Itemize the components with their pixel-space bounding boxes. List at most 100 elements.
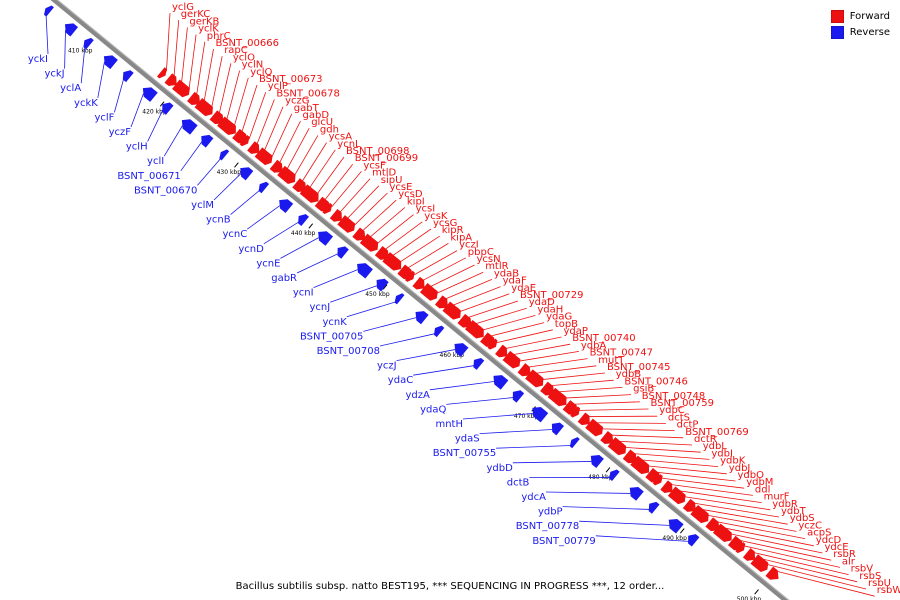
- forward-gene-arrow: [517, 363, 531, 377]
- forward-gene-label: yclP: [268, 81, 288, 92]
- reverse-gene-arrow: [162, 102, 174, 115]
- forward-gene-label: ycnL: [337, 139, 361, 150]
- reverse-gene-arrow: [569, 437, 580, 449]
- forward-gene-label: dctP: [677, 420, 699, 431]
- reverse-gene-arrow: [43, 5, 54, 17]
- forward-gene-label: murF: [764, 492, 790, 503]
- tick-label: 460 kbp: [440, 352, 465, 359]
- reverse-gene-label: yclH: [126, 142, 148, 153]
- forward-leader-line: [759, 557, 858, 583]
- forward-gene-label: ydaG: [546, 312, 572, 323]
- forward-gene-arrow: [314, 196, 330, 212]
- reverse-gene-label: ycnC: [222, 229, 247, 240]
- forward-gene-label: BSNT_00748: [642, 391, 705, 402]
- reverse-gene-arrow: [648, 501, 660, 514]
- forward-leader-line: [714, 520, 806, 539]
- forward-gene-label: ydbB: [616, 369, 642, 380]
- reverse-leader-line: [363, 317, 417, 332]
- forward-leader-line: [474, 307, 527, 325]
- reverse-gene-label: ydbD: [486, 463, 513, 474]
- reverse-leader-line: [230, 189, 261, 215]
- reverse-leader-line: [114, 77, 125, 113]
- forward-gene-label: mtlD: [372, 168, 396, 179]
- reverse-gene-label: mntH: [435, 419, 463, 430]
- forward-leader-line: [376, 214, 414, 245]
- forward-gene-arrow: [727, 535, 743, 551]
- forward-gene-label: ycsE: [390, 182, 413, 193]
- tick-mark: [308, 223, 314, 229]
- reverse-leader-line: [413, 365, 475, 376]
- reverse-gene-arrow: [609, 469, 620, 482]
- forward-gene-arrow: [412, 276, 425, 290]
- forward-leader-line: [233, 77, 249, 127]
- forward-leader-line: [549, 379, 614, 387]
- forward-gene-arrow: [742, 548, 756, 561]
- reverse-leader-line: [330, 285, 378, 303]
- forward-gene-arrow: [675, 492, 686, 505]
- forward-gene-arrow: [449, 307, 461, 320]
- forward-gene-label: kipR: [442, 225, 464, 236]
- reverse-leader-line: [280, 237, 319, 259]
- forward-leader-line: [459, 293, 510, 313]
- forward-gene-label: BSNT_00678: [276, 88, 339, 99]
- forward-leader-line: [519, 351, 579, 362]
- forward-gene-label: ydbL: [703, 441, 728, 452]
- forward-gene-label: ydaE: [511, 283, 536, 294]
- reverse-gene-label: yczF: [109, 127, 132, 138]
- reverse-gene-arrow: [240, 167, 254, 181]
- forward-gene-label: ydbI: [711, 448, 733, 459]
- reverse-leader-line: [346, 301, 397, 318]
- reverse-gene-label: BSNT_00778: [516, 521, 579, 532]
- tick-mark: [382, 284, 388, 290]
- forward-leader-line: [669, 483, 753, 496]
- reverse-gene-label: ycnI: [293, 288, 314, 299]
- forward-leader-line: [481, 315, 536, 331]
- forward-gene-arrow: [697, 511, 709, 524]
- forward-gene-arrow: [329, 209, 342, 222]
- forward-leader-line: [496, 329, 553, 343]
- reverse-gene-arrow: [142, 87, 158, 102]
- forward-leader-line: [391, 228, 432, 257]
- reverse-gene-arrow: [357, 263, 373, 279]
- tick-label: 410 kbp: [68, 47, 93, 54]
- forward-gene-arrow: [592, 424, 604, 437]
- forward-leader-line: [774, 570, 875, 597]
- forward-leader-line: [241, 84, 258, 134]
- forward-leader-line: [188, 34, 197, 90]
- reverse-gene-label: gabR: [271, 273, 297, 284]
- reverse-gene-label: ydcA: [521, 492, 546, 503]
- forward-gene-arrow: [532, 375, 544, 388]
- forward-gene-label: dctR: [694, 434, 717, 445]
- forward-gene-arrow: [600, 430, 614, 445]
- forward-gene-label: ydaF: [503, 276, 527, 287]
- reverse-gene-label: ycnE: [256, 258, 280, 269]
- forward-gene-arrow: [344, 221, 356, 233]
- reverse-gene-arrow: [258, 181, 270, 194]
- reverse-gene-arrow: [64, 23, 79, 37]
- reverse-gene-label: ydzA: [405, 390, 430, 401]
- forward-gene-arrow: [705, 517, 720, 532]
- forward-gene-arrow: [682, 498, 696, 512]
- forward-leader-line: [323, 163, 354, 202]
- forward-leader-line: [729, 533, 823, 554]
- forward-gene-arrow: [404, 270, 415, 282]
- reverse-leader-line: [263, 221, 300, 245]
- reverse-gene-label: ycnB: [206, 215, 231, 226]
- chromosome-highlight: [56, 0, 790, 600]
- forward-gene-label: ydaD: [529, 297, 555, 308]
- tick-mark: [754, 589, 759, 595]
- forward-leader-line: [399, 235, 440, 263]
- forward-gene-label: yclK: [198, 24, 219, 35]
- forward-leader-line: [541, 372, 606, 380]
- reverse-gene-arrow: [629, 486, 644, 501]
- forward-gene-label: mtlR: [485, 261, 508, 272]
- reverse-leader-line: [163, 125, 183, 157]
- reverse-gene-arrow: [201, 134, 214, 148]
- reverse-leader-line: [429, 381, 495, 391]
- forward-leader-line: [263, 106, 284, 152]
- forward-leader-line: [218, 63, 232, 115]
- legend: Forward Reverse: [830, 8, 890, 40]
- forward-leader-line: [301, 142, 327, 183]
- tick-mark: [605, 467, 611, 473]
